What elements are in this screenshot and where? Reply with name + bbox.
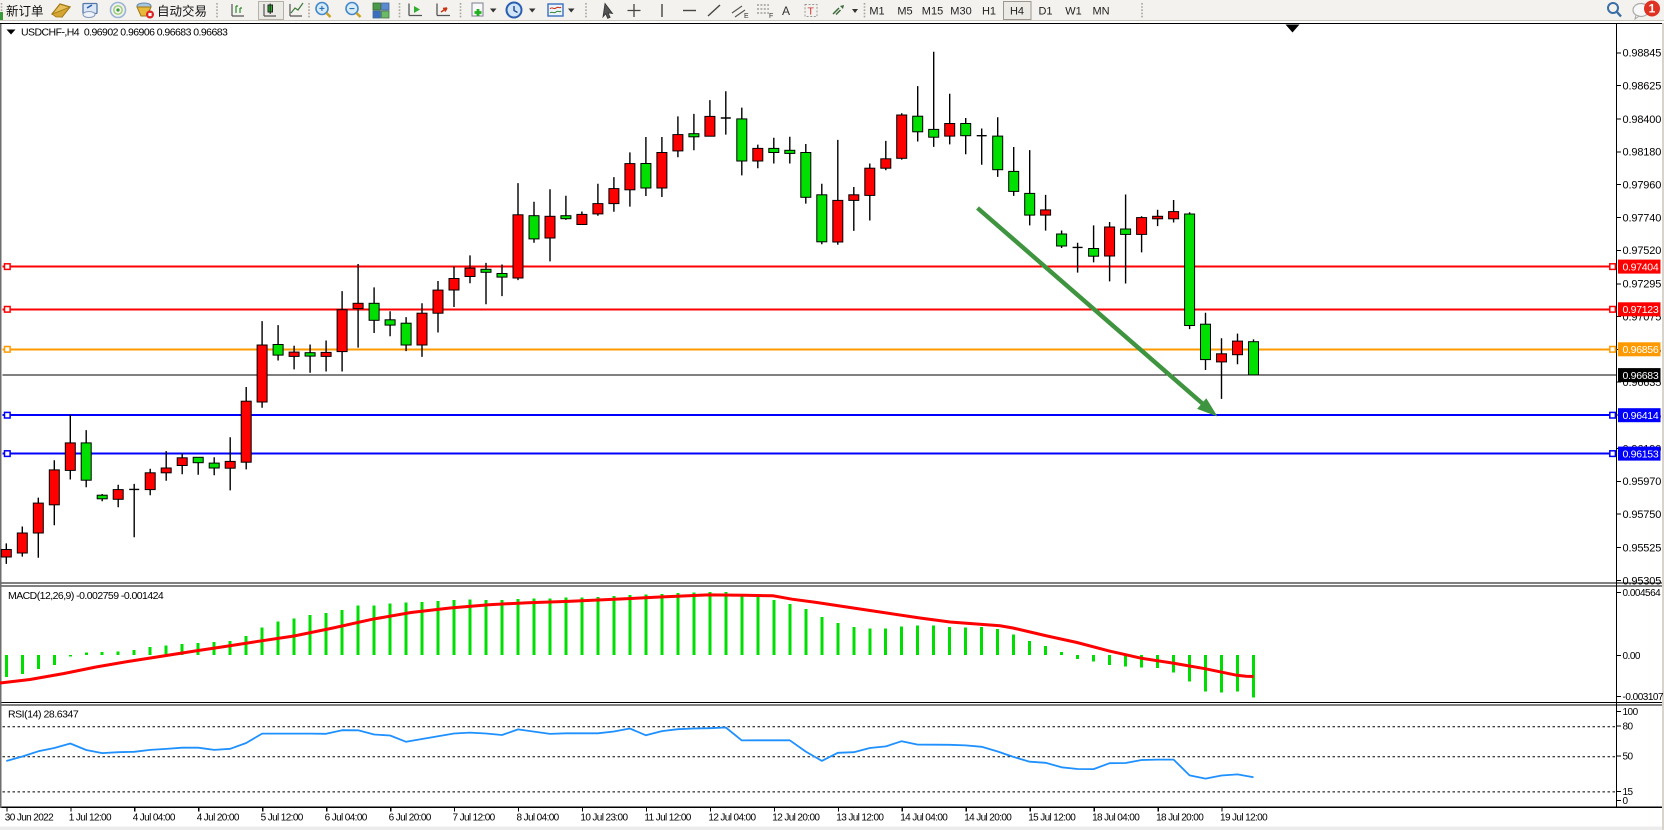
svg-text:6 Jul 20:00: 6 Jul 20:00 — [389, 813, 432, 824]
svg-text:14 Jul 20:00: 14 Jul 20:00 — [964, 813, 1012, 824]
svg-text:80: 80 — [1623, 722, 1634, 733]
svg-text:M1: M1 — [869, 6, 884, 18]
svg-text:+: + — [319, 4, 325, 15]
svg-text:0: 0 — [1623, 796, 1629, 807]
svg-text:新订单: 新订单 — [6, 4, 44, 19]
svg-text:A: A — [782, 4, 790, 18]
svg-text:-0.003107: -0.003107 — [1623, 692, 1664, 703]
svg-text:F: F — [769, 13, 773, 20]
svg-text:0.95750: 0.95750 — [1623, 509, 1662, 521]
svg-text:13 Jul 12:00: 13 Jul 12:00 — [836, 813, 884, 824]
svg-text:0.95970: 0.95970 — [1623, 476, 1662, 488]
svg-text:0.98180: 0.98180 — [1623, 147, 1662, 159]
svg-text:0.95525: 0.95525 — [1623, 543, 1662, 555]
svg-text:14 Jul 04:00: 14 Jul 04:00 — [900, 813, 948, 824]
svg-text:0.97295: 0.97295 — [1623, 279, 1662, 291]
svg-text:M30: M30 — [950, 6, 971, 18]
svg-text:USDCHF-,H4 0.96902 0.96906 0.: USDCHF-,H4 0.96902 0.96906 0.96683 0.966… — [21, 27, 228, 39]
svg-text:M5: M5 — [897, 6, 912, 18]
svg-text:0.97520: 0.97520 — [1623, 245, 1662, 257]
svg-text:0.97123: 0.97123 — [1623, 304, 1659, 316]
svg-text:30 Jun 2022: 30 Jun 2022 — [5, 813, 54, 824]
svg-text:12 Jul 20:00: 12 Jul 20:00 — [772, 813, 820, 824]
svg-text:M15: M15 — [922, 6, 943, 18]
svg-text:50: 50 — [1623, 752, 1634, 763]
svg-text:18 Jul 04:00: 18 Jul 04:00 — [1092, 813, 1140, 824]
svg-text:8 Jul 04:00: 8 Jul 04:00 — [517, 813, 560, 824]
svg-text:5 Jul 12:00: 5 Jul 12:00 — [261, 813, 304, 824]
svg-text:18 Jul 20:00: 18 Jul 20:00 — [1156, 813, 1204, 824]
svg-text:15 Jul 12:00: 15 Jul 12:00 — [1028, 813, 1076, 824]
svg-text:100: 100 — [1623, 707, 1639, 718]
svg-text:0.97404: 0.97404 — [1623, 262, 1659, 274]
svg-text:0.95305: 0.95305 — [1623, 575, 1662, 587]
svg-text:19 Jul 12:00: 19 Jul 12:00 — [1220, 813, 1268, 824]
svg-text:MACD(12,26,9) -0.002759 -0.001: MACD(12,26,9) -0.002759 -0.001424 — [8, 590, 164, 602]
svg-text:1: 1 — [1649, 2, 1656, 16]
svg-text:4 Jul 04:00: 4 Jul 04:00 — [133, 813, 176, 824]
svg-text:4 Jul 20:00: 4 Jul 20:00 — [197, 813, 240, 824]
svg-text:0.97740: 0.97740 — [1623, 212, 1662, 224]
svg-text:1 Jul 12:00: 1 Jul 12:00 — [69, 813, 112, 824]
svg-text:11 Jul 12:00: 11 Jul 12:00 — [644, 813, 691, 824]
svg-text:自动交易: 自动交易 — [157, 4, 207, 19]
svg-text:15: 15 — [1623, 787, 1634, 798]
svg-text:0.97960: 0.97960 — [1623, 180, 1662, 192]
svg-text:0.98400: 0.98400 — [1623, 114, 1662, 126]
svg-text:0.004564: 0.004564 — [1623, 588, 1662, 599]
svg-text:E: E — [744, 13, 749, 20]
svg-text:12 Jul 04:00: 12 Jul 04:00 — [708, 813, 756, 824]
svg-text:−: − — [349, 4, 355, 15]
svg-text:RSI(14) 28.6347: RSI(14) 28.6347 — [8, 709, 79, 721]
svg-text:7 Jul 12:00: 7 Jul 12:00 — [453, 813, 496, 824]
svg-text:D1: D1 — [1038, 6, 1052, 18]
svg-text:0.96683: 0.96683 — [1623, 370, 1659, 382]
svg-text:0.96153: 0.96153 — [1623, 449, 1659, 461]
svg-text:10 Jul 23:00: 10 Jul 23:00 — [580, 813, 628, 824]
svg-text:0.96414: 0.96414 — [1623, 410, 1659, 422]
svg-text:0.96856: 0.96856 — [1623, 344, 1659, 356]
svg-text:T: T — [808, 6, 815, 18]
svg-text:H1: H1 — [982, 6, 996, 18]
svg-text:H4: H4 — [1010, 6, 1024, 18]
svg-text:MN: MN — [1092, 6, 1109, 18]
svg-text:6 Jul 04:00: 6 Jul 04:00 — [325, 813, 368, 824]
svg-text:0.00: 0.00 — [1623, 651, 1641, 662]
svg-text:0.98845: 0.98845 — [1623, 48, 1662, 60]
svg-text:0.98625: 0.98625 — [1623, 80, 1662, 92]
svg-text:W1: W1 — [1065, 6, 1082, 18]
